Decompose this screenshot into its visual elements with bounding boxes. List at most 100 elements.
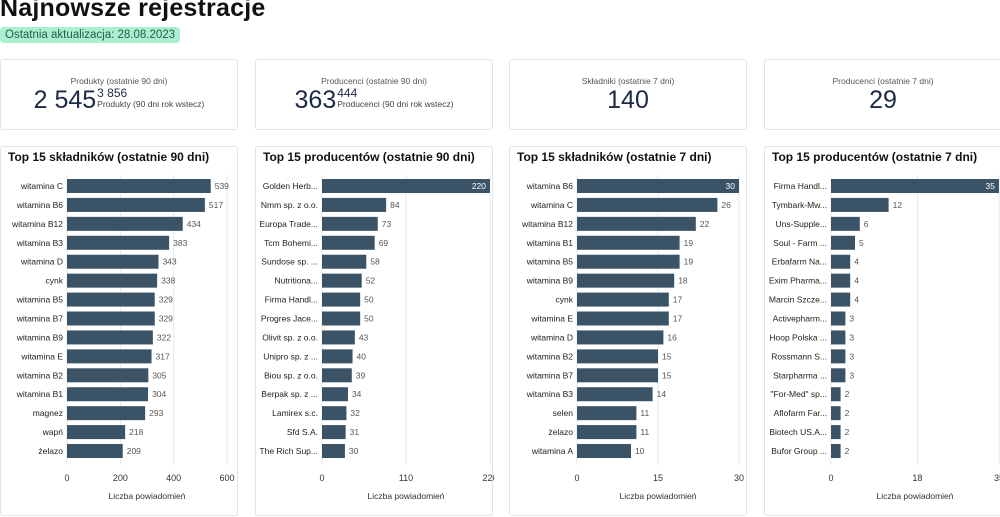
x-axis-title: Liczba powiadomień <box>108 491 185 501</box>
value-label: 343 <box>162 257 176 267</box>
category-label: witamina B2 <box>526 351 574 361</box>
x-tick-label: 0 <box>574 473 579 483</box>
value-label: 19 <box>684 257 694 267</box>
value-label: 18 <box>678 276 688 286</box>
kpi-label: Producenci (ostatnie 90 dni) <box>321 76 427 86</box>
kpi-card-producers-90d: Producenci (ostatnie 90 dni) 363 444 Prod… <box>255 59 493 130</box>
bar <box>577 254 680 269</box>
bar <box>831 368 846 383</box>
category-label: Biotech US.A... <box>769 427 827 437</box>
bar <box>322 406 347 421</box>
category-label: Lamirex s.c. <box>272 408 318 418</box>
value-label: 517 <box>209 200 223 210</box>
x-tick-label: 0 <box>319 473 324 483</box>
chart-card-ingredients-7d: 0 15 30 witamina B6 30 witamina C 26 witamina B… <box>509 146 747 516</box>
bar <box>67 368 149 383</box>
chart-title: Top 15 producentów (ostatnie 90 dni) <box>263 150 475 164</box>
category-label: witamina B1 <box>16 389 64 399</box>
bar <box>322 311 361 326</box>
bar <box>831 330 846 345</box>
category-label: Soul - Farm ... <box>773 238 827 248</box>
bar <box>67 406 146 421</box>
kpi-card-ingredients-7d: Składniki (ostatnie 7 dni) 140 <box>509 59 747 130</box>
value-label: 34 <box>352 389 362 399</box>
bar <box>577 330 664 345</box>
category-label: witamina C <box>530 200 573 210</box>
bar <box>831 179 999 193</box>
x-axis-title: Liczba powiadomień <box>876 491 953 501</box>
bar <box>577 406 637 421</box>
category-label: Firma Handl... <box>265 295 318 305</box>
bar <box>67 311 155 326</box>
value-label: 317 <box>156 351 170 361</box>
category-label: Golden Herb... <box>263 181 318 191</box>
kpi-value: 29 <box>869 86 897 114</box>
category-label: witamina A <box>531 446 573 456</box>
bar <box>322 387 348 402</box>
category-label: Tcm Bohemi... <box>264 238 318 248</box>
kpi-compare-value: 444 <box>337 86 358 100</box>
value-label: 539 <box>215 181 229 191</box>
value-label: 5 <box>859 238 864 248</box>
category-label: selen <box>553 408 574 418</box>
category-label: Biou sp. z o.o. <box>264 370 318 380</box>
category-label: Firma Handl... <box>774 181 827 191</box>
bar-chart: 01835Firma Handl...35Tymbark-Mw...12Uns-… <box>769 175 1000 501</box>
bar <box>322 444 345 459</box>
category-label: Starpharma ... <box>773 370 827 380</box>
bar <box>67 197 205 212</box>
kpi-value: 140 <box>607 86 649 114</box>
category-label: The Rich Sup... <box>259 446 318 456</box>
category-label: Aflofarm Far... <box>774 408 827 418</box>
category-label: Sfd S.A. <box>287 427 318 437</box>
value-label: 15 <box>662 351 672 361</box>
value-label: 35 <box>986 181 996 191</box>
value-label: 383 <box>173 238 187 248</box>
category-label: witamina B6 <box>526 181 574 191</box>
kpi-compare-label: Producenci (90 dni rok wstecz) <box>337 99 454 109</box>
x-tick-label: 15 <box>653 473 663 483</box>
value-label: 3 <box>849 332 854 342</box>
value-label: 218 <box>129 427 143 437</box>
value-label: 3 <box>849 314 854 324</box>
bar <box>67 273 158 288</box>
bar-chart: 0 110 220 Golden Herb... 220 Nmm sp. z o.o. 84… <box>259 175 494 501</box>
category-label: witamina B3 <box>16 238 64 248</box>
value-label: 2 <box>845 389 850 399</box>
bar <box>322 292 361 307</box>
chart-title: Top 15 składników (ostatnie 90 dni) <box>8 150 210 164</box>
value-label: 84 <box>390 200 400 210</box>
value-label: 434 <box>187 219 201 229</box>
value-label: 17 <box>673 314 683 324</box>
bar <box>322 330 355 345</box>
category-label: magnez <box>33 408 63 418</box>
category-label: cynk <box>556 295 574 305</box>
category-label: witamina E <box>530 314 573 324</box>
bar <box>67 349 152 364</box>
chart-title: Top 15 producentów (ostatnie 7 dni) <box>772 150 978 164</box>
value-label: 43 <box>359 332 369 342</box>
kpi-compare-label: Produkty (90 dni rok wstecz) <box>97 99 205 109</box>
category-label: witamina B9 <box>526 276 574 286</box>
bar <box>322 197 387 212</box>
value-label: 12 <box>893 200 903 210</box>
value-label: 52 <box>366 276 376 286</box>
value-label: 32 <box>350 408 360 418</box>
bar <box>831 311 846 326</box>
value-label: 30 <box>349 446 359 456</box>
category-label: witamina B7 <box>526 370 574 380</box>
bar <box>577 292 669 307</box>
bar <box>577 197 718 212</box>
x-axis-title: Liczba powiadomień <box>619 491 696 501</box>
category-label: Nutritiona... <box>275 276 318 286</box>
kpi-label: Produkty (ostatnie 90 dni) <box>70 76 168 86</box>
category-label: witamina B3 <box>526 389 574 399</box>
category-label: Europa Trade... <box>259 219 318 229</box>
category-label: witamina B1 <box>526 238 574 248</box>
x-axis-title: Liczba powiadomień <box>367 491 444 501</box>
category-label: witamina B9 <box>16 332 64 342</box>
value-label: 10 <box>635 446 645 456</box>
chart-card-ingredients-90d: 0 200 400 600 witamina C 539 witamina B6 517 wit… <box>0 146 238 516</box>
category-label: Erbafarm Na... <box>772 257 827 267</box>
bar <box>577 273 675 288</box>
